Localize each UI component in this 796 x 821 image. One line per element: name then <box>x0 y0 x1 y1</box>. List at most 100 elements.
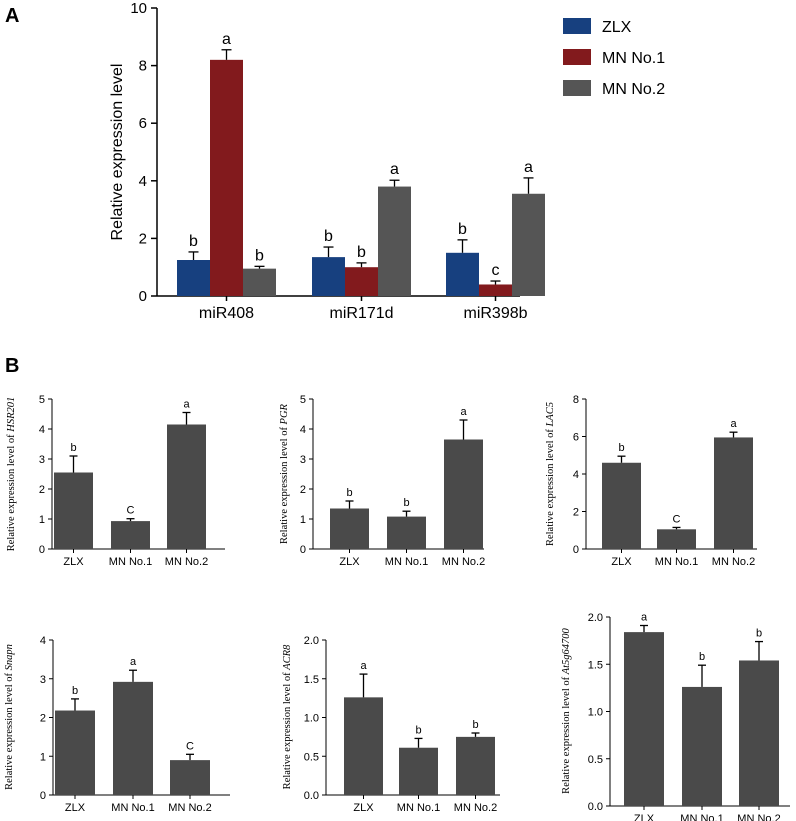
chart-a-bar <box>512 193 545 296</box>
y-axis-title-gene: PGR <box>279 403 290 425</box>
chart-y-tick-label: 0 <box>39 544 45 556</box>
chart-y-axis-title: Relative expression level of At5g64700 <box>561 627 572 793</box>
chart-a-legend-swatch <box>563 80 591 96</box>
y-axis-title-gene: LAC5 <box>545 402 556 428</box>
chart-y-tick-label: 3 <box>39 454 45 466</box>
chart-y-tick-label: 2 <box>40 713 46 725</box>
chart-b6: 0.0 0.5 1.0 1.5 2.0 Relative expression level… <box>561 612 790 821</box>
chart-x-tick-label: ZLX <box>65 802 86 814</box>
chart-significance-letter: C <box>127 505 135 517</box>
chart-y-tick-label: 1.0 <box>588 707 603 719</box>
y-axis-title-gene: ACR8 <box>282 644 293 671</box>
chart-a: 0 2 4 6 8 10 Relative expression level b a b miR40… <box>109 0 665 322</box>
chart-x-tick-label: MN No.1 <box>111 802 154 814</box>
chart-x-tick-label: MN No.1 <box>109 556 152 568</box>
chart-y-axis-title: Relative expression level of ACR8 <box>282 644 293 789</box>
chart-bar <box>113 681 153 795</box>
chart-significance-letter: C <box>673 513 681 525</box>
chart-bar <box>456 736 495 795</box>
y-axis-title-prefix: Relative expression level of <box>6 432 17 552</box>
chart-a-x-tick-label: miR171d <box>329 305 393 322</box>
chart-x-tick-label: ZLX <box>63 556 84 568</box>
chart-y-tick-label: 1 <box>39 514 45 526</box>
chart-y-tick-label: 0.0 <box>588 801 603 813</box>
chart-a-legend-swatch <box>563 18 591 34</box>
chart-significance-letter: b <box>618 442 624 454</box>
y-axis-title-gene: At5g64700 <box>561 627 572 675</box>
chart-y-tick-label: 2.0 <box>588 612 603 624</box>
chart-y-tick-label: 1 <box>300 514 306 526</box>
chart-y-tick-label: 4 <box>40 635 46 647</box>
chart-y-tick-label: 0 <box>300 544 306 556</box>
chart-bar <box>682 686 722 806</box>
chart-x-tick-label: MN No.1 <box>397 802 440 814</box>
chart-bar <box>399 747 438 795</box>
chart-bar <box>387 516 426 549</box>
chart-bar <box>55 710 95 795</box>
chart-significance-letter: a <box>183 399 190 411</box>
chart-significance-letter: b <box>346 487 352 499</box>
chart-significance-letter: b <box>70 442 76 454</box>
chart-bar <box>602 462 641 549</box>
chart-y-tick-label: 6 <box>573 432 579 444</box>
y-axis-title-prefix: Relative expression level of <box>4 670 15 790</box>
chart-x-tick-label: ZLX <box>611 556 632 568</box>
chart-a-bar <box>243 268 276 296</box>
chart-x-tick-label: MN No.1 <box>655 556 698 568</box>
chart-y-tick-label: 8 <box>573 394 579 406</box>
chart-a-significance-letter: b <box>189 233 198 250</box>
chart-y-tick-label: 4 <box>573 469 579 481</box>
chart-a-bar <box>446 252 479 296</box>
chart-a-legend-label: MN No.1 <box>602 50 665 67</box>
chart-bar <box>167 424 206 549</box>
chart-significance-letter: b <box>756 628 762 640</box>
chart-x-tick-label: ZLX <box>339 556 360 568</box>
chart-a-bar <box>479 284 512 296</box>
chart-b4: 0 1 2 3 4 Relative expression level of Snapn b… <box>4 635 230 814</box>
chart-a-significance-letter: b <box>357 244 366 261</box>
chart-y-axis-title: Relative expression level of HSR201 <box>6 397 17 552</box>
chart-a-y-tick-label: 8 <box>139 58 147 75</box>
chart-significance-letter: C <box>186 740 194 752</box>
chart-bar <box>54 472 93 549</box>
chart-y-tick-label: 2 <box>39 484 45 496</box>
chart-significance-letter: a <box>641 612 648 624</box>
chart-x-tick-label: ZLX <box>634 813 655 821</box>
chart-a-y-tick-label: 10 <box>130 0 147 17</box>
chart-bar <box>624 632 664 806</box>
y-axis-title-gene: Snapn <box>4 644 15 670</box>
chart-x-tick-label: MN No.2 <box>454 802 497 814</box>
chart-a-bar <box>210 59 243 297</box>
chart-x-tick-label: MN No.2 <box>737 813 780 821</box>
chart-significance-letter: b <box>72 685 78 697</box>
chart-x-tick-label: MN No.2 <box>712 556 755 568</box>
chart-significance-letter: b <box>403 497 409 509</box>
chart-x-tick-label: MN No.2 <box>442 556 485 568</box>
chart-a-legend-label: ZLX <box>602 19 632 36</box>
chart-x-tick-label: MN No.1 <box>385 556 428 568</box>
chart-significance-letter: b <box>472 719 478 731</box>
chart-a-significance-letter: b <box>324 228 333 245</box>
chart-bar <box>344 697 383 795</box>
chart-significance-letter: a <box>730 418 737 430</box>
chart-y-axis-title: Relative expression level of LAC5 <box>545 402 556 546</box>
chart-y-tick-label: 1.5 <box>304 674 319 686</box>
chart-a-significance-letter: a <box>524 159 533 176</box>
chart-bar <box>739 660 779 806</box>
chart-y-tick-label: 0.0 <box>304 790 319 802</box>
chart-bar <box>111 521 150 549</box>
chart-y-tick-label: 2 <box>573 507 579 519</box>
chart-significance-letter: a <box>460 406 467 418</box>
chart-a-bar <box>378 186 411 296</box>
chart-a-legend-label: MN No.2 <box>602 81 665 98</box>
chart-significance-letter: a <box>130 656 137 668</box>
chart-y-axis-title: Relative expression level of PGR <box>279 403 290 544</box>
chart-y-tick-label: 4 <box>300 424 306 436</box>
chart-y-tick-label: 1.0 <box>304 713 319 725</box>
chart-a-y-tick-label: 6 <box>139 115 147 132</box>
chart-bar <box>657 529 696 549</box>
chart-y-tick-label: 1.5 <box>588 659 603 671</box>
chart-y-tick-label: 1 <box>40 751 46 763</box>
chart-x-tick-label: MN No.1 <box>680 813 723 821</box>
